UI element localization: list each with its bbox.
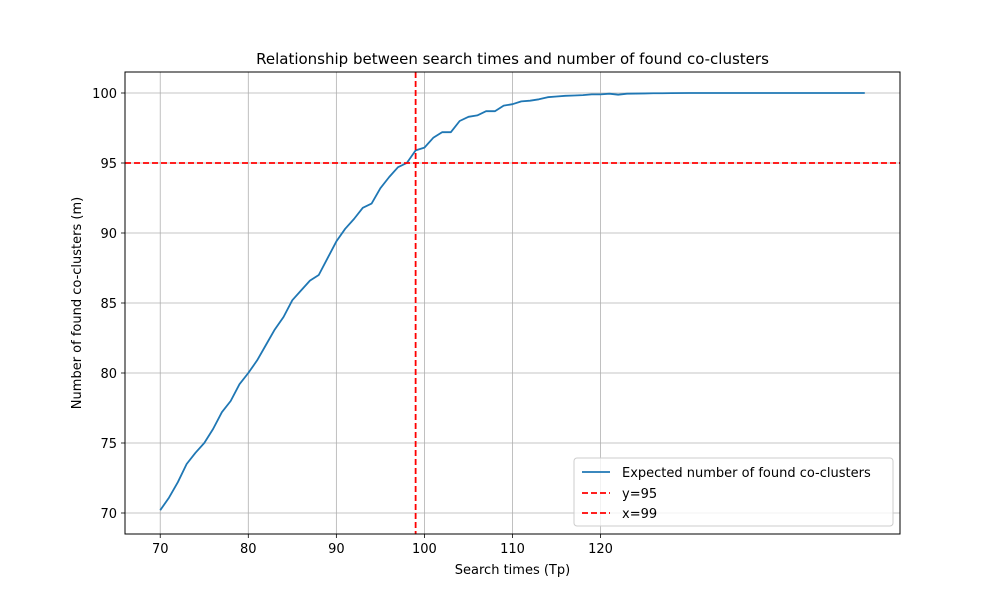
series-line-expected <box>159 92 865 511</box>
x-tick-label: 80 <box>240 542 257 557</box>
y-axis-label: Number of found co-clusters (m) <box>70 197 85 409</box>
y-tick-label: 85 <box>100 297 117 312</box>
tick-layer: 70 80 90 100 110 120 70 75 80 85 90 95 100 <box>92 87 613 557</box>
legend-label-x99: x=99 <box>622 507 657 522</box>
x-tick-label: 120 <box>588 542 613 557</box>
x-tick-label: 100 <box>412 542 437 557</box>
y-tick-label: 80 <box>100 367 117 382</box>
x-tick-label: 70 <box>152 542 169 557</box>
y-tick-label: 70 <box>100 507 117 522</box>
y-tick-label: 90 <box>100 227 117 242</box>
y-tick-label: 95 <box>100 157 117 172</box>
x-tick-label: 110 <box>500 542 525 557</box>
legend: Expected number of found co-clusters y=9… <box>573 457 894 527</box>
y-tick-label: 75 <box>100 437 117 452</box>
y-tick-label: 100 <box>92 87 117 102</box>
series-layer <box>125 72 900 534</box>
legend-label-expected: Expected number of found co-clusters <box>622 466 871 481</box>
x-axis-label: Search times (Tp) <box>455 563 570 578</box>
legend-box <box>573 457 894 527</box>
chart-title: Relationship between search times and nu… <box>256 50 769 68</box>
legend-label-y95: y=95 <box>622 487 657 502</box>
x-tick-label: 90 <box>328 542 345 557</box>
